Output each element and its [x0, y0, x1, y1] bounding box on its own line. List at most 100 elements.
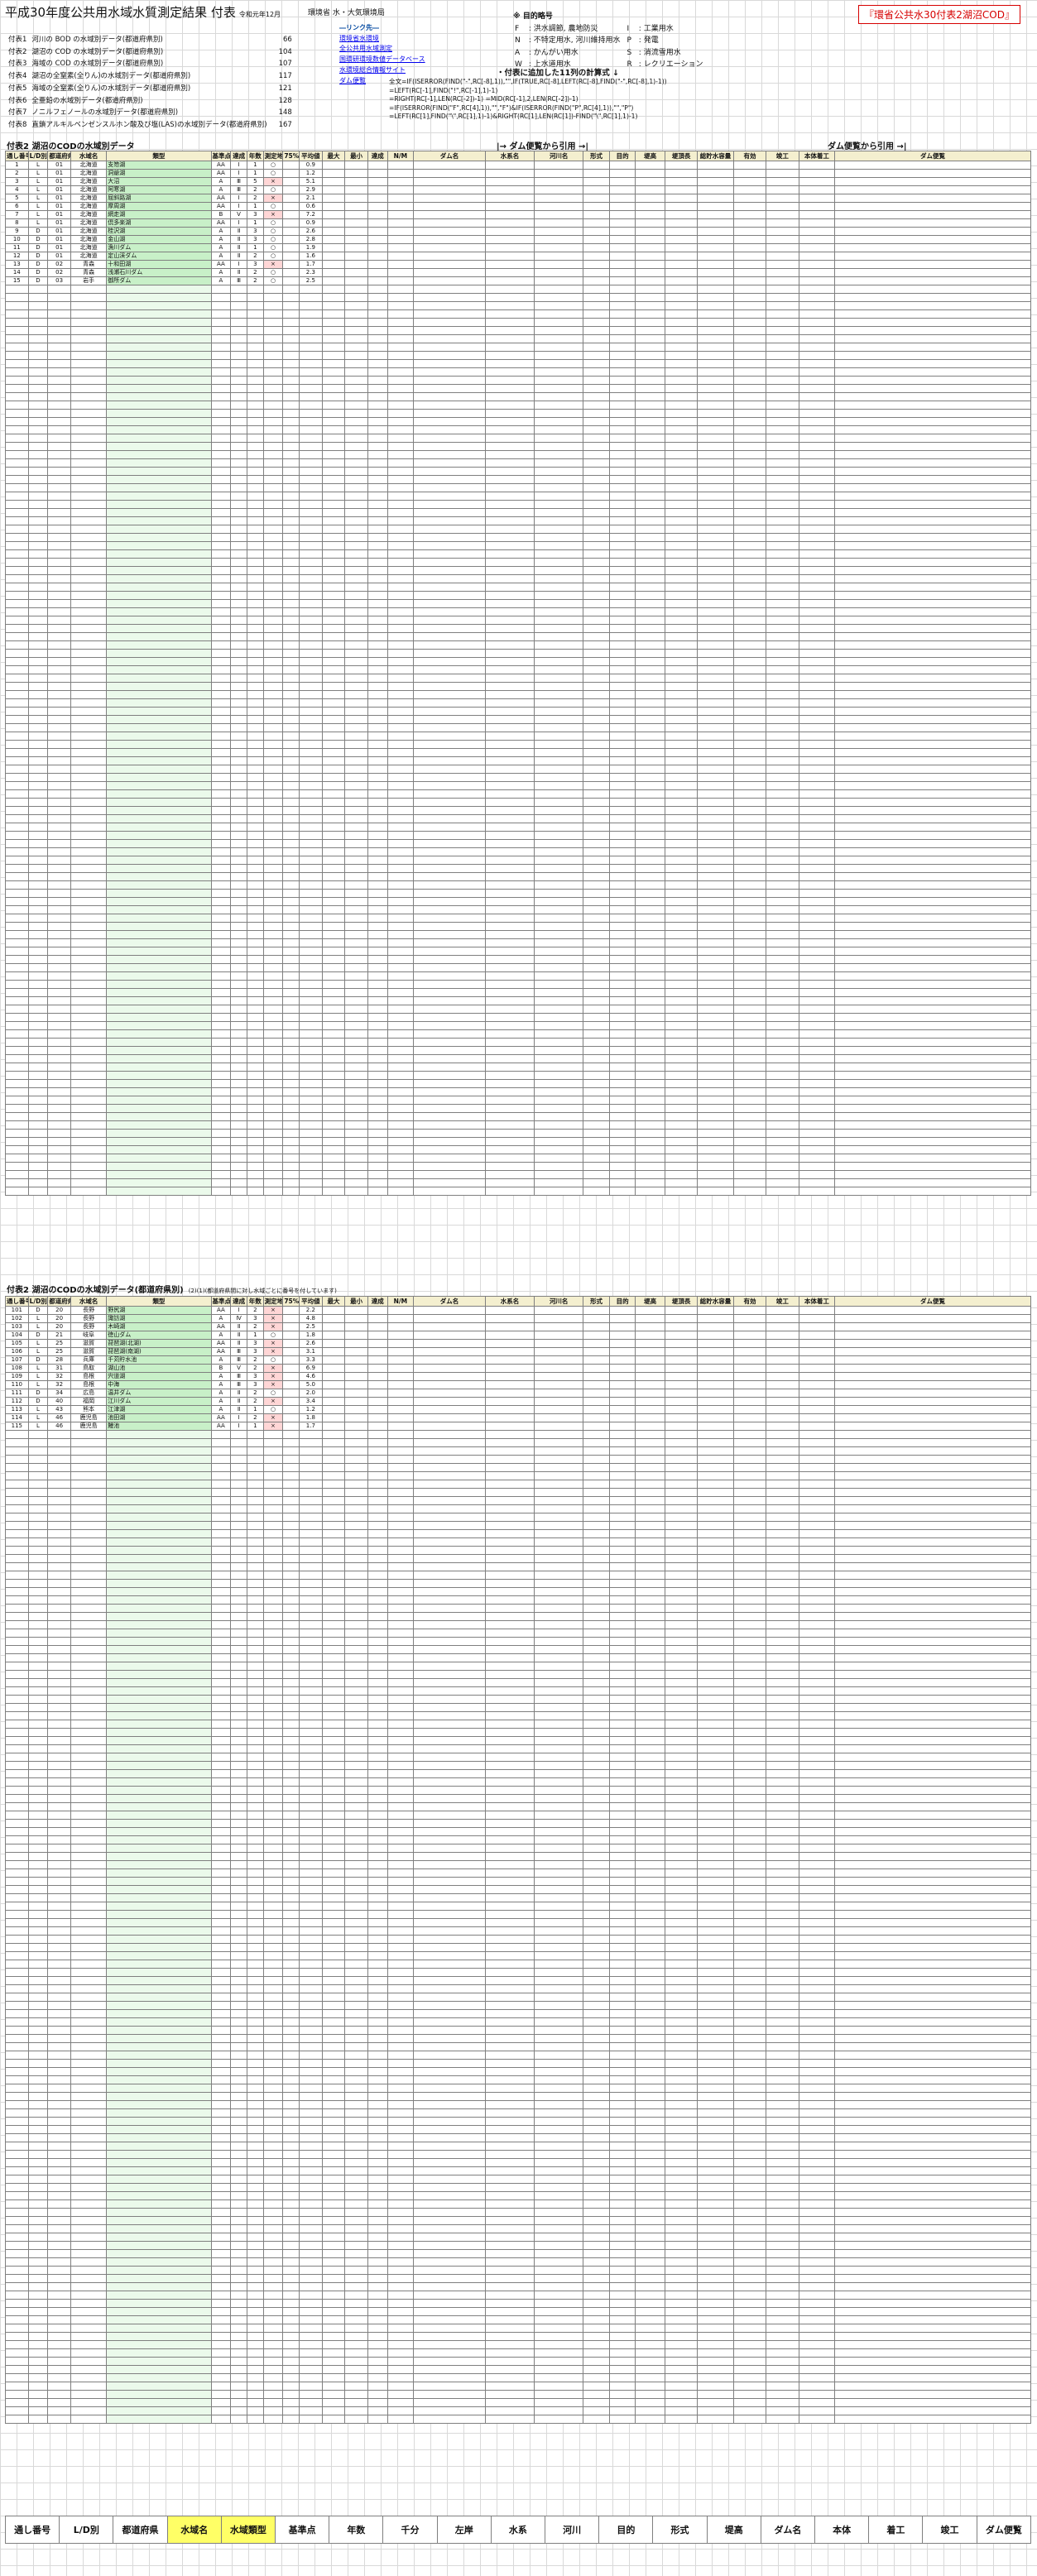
water-area-name[interactable]: 千苅貯水池 — [106, 1355, 212, 1365]
table-cell-blank — [321, 1686, 346, 1696]
water-area-name[interactable]: 中海 — [106, 1380, 212, 1389]
table-cell: 北海道 — [70, 169, 108, 178]
table-cell-blank — [534, 1162, 584, 1171]
table-cell-blank — [732, 1112, 767, 1121]
table-cell-blank — [608, 442, 636, 451]
water-area-name[interactable]: 鰻池 — [106, 1422, 212, 1431]
table-cell-blank — [697, 1446, 734, 1456]
water-area-name[interactable]: 野尻湖 — [106, 1306, 212, 1315]
table-cell-blank — [583, 467, 610, 476]
water-area-name[interactable]: 池田湖 — [106, 1413, 212, 1422]
toc-text[interactable]: 湖沼の COD の水域別データ(都道府県別) — [31, 47, 164, 56]
table-row-blank — [5, 1187, 1031, 1196]
table-cell-blank — [583, 1063, 610, 1072]
table-cell: 20 — [47, 1306, 71, 1315]
water-area-name[interactable]: 諏訪湖 — [106, 1314, 212, 1323]
link-item[interactable]: 国環研環境数値データベース — [339, 55, 425, 64]
water-area-name[interactable]: 御所ダム — [106, 276, 212, 285]
table-cell-blank — [321, 765, 346, 774]
water-area-name[interactable]: 網走湖 — [106, 210, 212, 219]
table-cell-blank — [834, 293, 1031, 302]
table-cell-blank — [27, 467, 49, 476]
water-area-name[interactable]: 摩周湖 — [106, 202, 212, 211]
table-cell-blank — [413, 1670, 486, 1679]
link-item[interactable]: ダム便覧 — [339, 76, 366, 84]
table-cell-blank — [262, 823, 284, 832]
toc-text[interactable]: 湖沼の全窒素(全りん)の水域別データ(都道府県別) — [31, 72, 191, 81]
link-item[interactable]: 環境省水環境 — [339, 34, 379, 42]
table-cell-blank — [664, 1046, 699, 1055]
water-area-name[interactable]: 木崎湖 — [106, 1322, 212, 1331]
table-row-blank — [5, 1496, 1031, 1505]
table-cell: Ⅲ — [230, 177, 247, 186]
water-area-name[interactable]: 温井ダム — [106, 1389, 212, 1398]
table-cell-blank — [834, 839, 1031, 848]
table-cell-blank — [635, 938, 665, 947]
table-cell — [413, 177, 486, 186]
table-cell-blank — [106, 442, 212, 451]
water-area-name[interactable]: 阿寒湖 — [106, 185, 212, 194]
table-cell-blank — [27, 558, 49, 567]
table-cell — [766, 177, 799, 186]
table-cell-blank — [27, 417, 49, 426]
table-cell-blank — [484, 1488, 535, 1497]
table-cell-blank — [246, 773, 264, 782]
table-cell-blank — [230, 1662, 247, 1671]
water-area-name[interactable]: 支笏湖 — [106, 161, 212, 170]
table-cell-blank — [230, 996, 247, 1005]
source-link-red[interactable]: 『環省公共水30付表2湖沼COD』 — [858, 5, 1020, 24]
toc-text[interactable]: 海域の COD の水域別データ(都道府県別) — [31, 60, 164, 69]
water-area-name[interactable]: 十和田湖 — [106, 260, 212, 269]
table-cell-blank — [664, 1154, 699, 1163]
water-area-name[interactable]: 屈斜路湖 — [106, 194, 212, 203]
toc-label: 付表7 — [8, 108, 27, 118]
table-cell-blank — [5, 996, 29, 1005]
toc-text[interactable]: ノニルフェノールの水域別データ(都道府県別) — [31, 108, 179, 118]
table-cell: 1 — [246, 1422, 264, 1431]
water-area-name[interactable]: 湖山池 — [106, 1364, 212, 1373]
water-area-name[interactable]: 江川ダム — [106, 1397, 212, 1406]
water-area-name[interactable]: 浅瀬石川ダム — [106, 268, 212, 277]
toc-text[interactable]: 海域の全窒素(全りん)の水域別データ(都道府県別) — [31, 84, 191, 93]
toc-text[interactable]: 全亜鉛の水域別データ(都道府県別) — [31, 96, 143, 105]
water-area-name[interactable]: 琵琶湖(南湖) — [106, 1347, 212, 1356]
table-cell-blank — [798, 508, 836, 517]
table-cell-blank — [246, 1178, 264, 1187]
water-area-name[interactable]: 江津湖 — [106, 1405, 212, 1414]
water-area-name[interactable]: 定山渓ダム — [106, 252, 212, 261]
water-area-name[interactable]: 琵琶湖(北湖) — [106, 1339, 212, 1348]
water-area-name[interactable]: 大沼 — [106, 177, 212, 186]
table-cell — [608, 1422, 636, 1431]
water-area-name[interactable]: 桂沢湖 — [106, 227, 212, 236]
table-row-blank — [5, 309, 1031, 319]
toc-text[interactable]: 河川の BOD の水域別データ(都道府県別) — [31, 36, 163, 44]
table-cell-blank — [834, 1595, 1031, 1605]
table-cell: 島根 — [70, 1372, 108, 1381]
table-cell-blank — [834, 574, 1031, 583]
toc-text[interactable]: 直鎖アルキルベンゼンスルホン酸及び塩(LAS)の水域別データ(都道府県別) — [31, 120, 267, 129]
water-area-name[interactable]: 漁川ダム — [106, 243, 212, 252]
table-cell-blank — [106, 1521, 212, 1530]
table-cell-blank — [635, 996, 665, 1005]
table-cell-blank — [5, 1463, 29, 1472]
table-cell-blank — [697, 1087, 734, 1096]
water-area-name[interactable]: 洞爺湖 — [106, 169, 212, 178]
table-cell-blank — [798, 674, 836, 683]
table-cell: 1 — [246, 243, 264, 252]
table-cell — [583, 218, 610, 228]
table-cell-blank — [246, 806, 264, 815]
table-cell-blank — [664, 1087, 699, 1096]
water-area-name[interactable]: 徳山ダム — [106, 1331, 212, 1340]
table-cell-blank — [299, 309, 323, 319]
table-cell-blank — [5, 930, 29, 939]
water-area-name[interactable]: 宍道湖 — [106, 1372, 212, 1381]
water-area-name[interactable]: 倶多楽湖 — [106, 218, 212, 228]
table-cell-blank — [834, 1637, 1031, 1646]
link-item[interactable]: 全公共用水域測定 — [339, 45, 392, 53]
table-cell-blank — [386, 376, 415, 385]
table-cell-blank — [664, 541, 699, 550]
table-cell — [386, 202, 415, 211]
link-item[interactable]: 水環境総合情報サイト — [339, 65, 406, 74]
table-cell-blank — [70, 442, 108, 451]
water-area-name[interactable]: 金山湖 — [106, 235, 212, 244]
